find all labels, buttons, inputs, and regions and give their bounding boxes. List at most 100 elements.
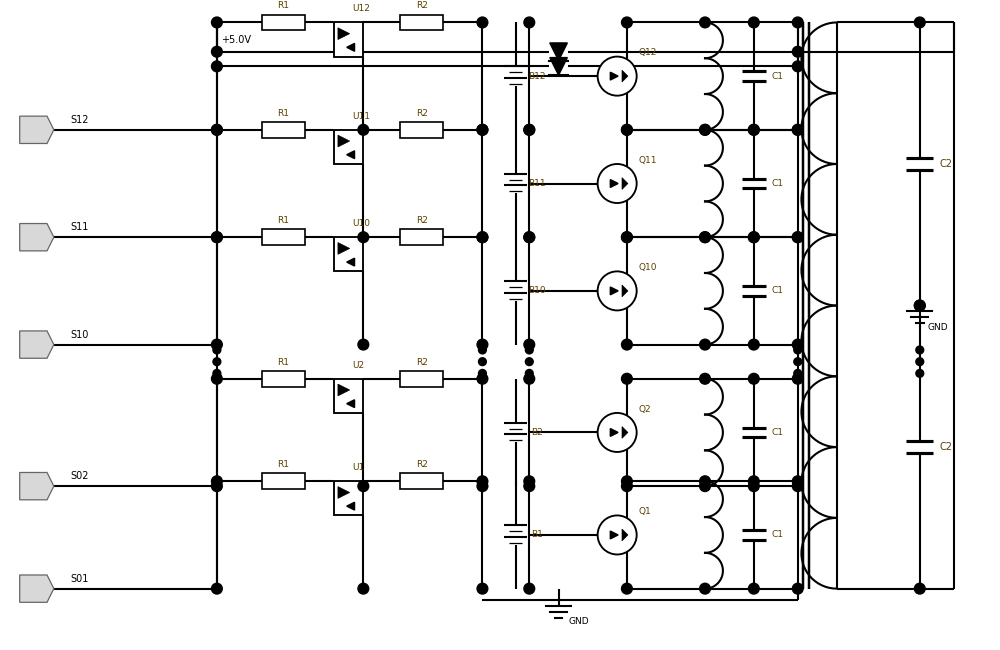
Bar [262,122,305,138]
Text: S12: S12 [70,115,89,125]
Circle shape [748,583,759,594]
Circle shape [794,358,802,365]
Text: R1: R1 [277,460,289,469]
Bar [400,473,443,489]
Circle shape [479,346,486,354]
Circle shape [792,339,803,350]
Text: C2: C2 [939,442,952,452]
Circle shape [792,17,803,28]
Bar [262,14,305,31]
Circle shape [524,124,535,135]
Circle shape [524,481,535,491]
Circle shape [477,232,488,242]
Text: U2: U2 [353,361,365,370]
Bar [334,237,363,271]
Circle shape [524,232,535,242]
Bar [334,130,363,164]
Bar [262,229,305,245]
Circle shape [524,583,535,594]
Text: GND: GND [568,618,589,627]
Text: B10: B10 [528,287,546,295]
Circle shape [212,124,222,135]
Circle shape [358,481,369,491]
Circle shape [524,476,535,487]
Text: R2: R2 [416,109,428,118]
Polygon shape [622,285,628,297]
Circle shape [700,476,710,487]
Circle shape [358,232,369,242]
Circle shape [598,413,637,452]
Circle shape [622,476,632,487]
Circle shape [700,232,710,242]
Polygon shape [622,177,628,189]
Circle shape [792,583,803,594]
Circle shape [794,346,802,354]
Circle shape [212,481,222,491]
Circle shape [748,373,759,384]
Circle shape [622,17,632,28]
Text: B1: B1 [531,530,543,540]
Bar [400,14,443,31]
Polygon shape [347,258,355,266]
Bar [334,481,363,515]
Circle shape [748,481,759,491]
Polygon shape [610,72,618,80]
Circle shape [598,515,637,554]
Text: R1: R1 [277,216,289,225]
Circle shape [212,17,222,28]
Text: B11: B11 [528,179,546,188]
Text: Q10: Q10 [639,263,657,272]
Text: R1: R1 [277,358,289,367]
Circle shape [598,271,637,311]
Text: S02: S02 [70,471,89,482]
Text: +5.0V: +5.0V [221,35,251,45]
Polygon shape [622,426,628,438]
Circle shape [748,124,759,135]
Text: Q11: Q11 [639,155,657,164]
Circle shape [792,232,803,242]
Circle shape [794,369,802,377]
Circle shape [477,339,488,350]
Circle shape [748,339,759,350]
Circle shape [212,46,222,57]
Text: C2: C2 [939,159,952,169]
Circle shape [213,358,221,365]
Bar [262,473,305,489]
Circle shape [700,124,710,135]
Circle shape [700,232,710,242]
Circle shape [477,476,488,487]
Text: C1: C1 [771,179,783,188]
Circle shape [213,346,221,354]
Polygon shape [347,400,355,408]
Text: U10: U10 [353,219,371,228]
Text: B12: B12 [528,72,546,81]
Circle shape [622,373,632,384]
Bar [262,371,305,387]
Circle shape [792,124,803,135]
Text: R2: R2 [416,460,428,469]
Circle shape [524,232,535,242]
Circle shape [748,232,759,242]
Text: GND: GND [928,322,948,332]
Circle shape [598,164,637,203]
Bar [334,23,363,57]
Circle shape [212,373,222,384]
Polygon shape [610,531,618,539]
Bar [334,379,363,413]
Circle shape [477,373,488,384]
Text: C1: C1 [771,530,783,540]
Circle shape [792,481,803,491]
Polygon shape [550,58,567,75]
Circle shape [477,232,488,242]
Circle shape [700,339,710,350]
Circle shape [477,583,488,594]
Circle shape [524,339,535,350]
Circle shape [479,358,486,365]
Circle shape [622,232,632,242]
Circle shape [748,476,759,487]
Circle shape [916,358,924,365]
Text: Q2: Q2 [639,404,651,413]
Text: B2: B2 [531,428,543,437]
Circle shape [622,339,632,350]
Circle shape [916,346,924,354]
